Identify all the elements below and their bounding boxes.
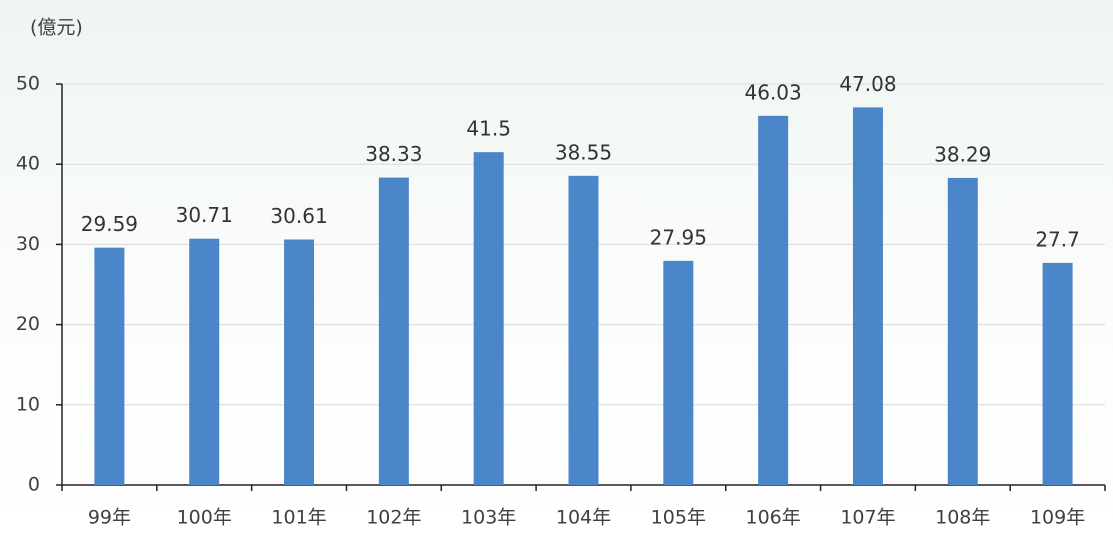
value-label: 29.59: [81, 212, 138, 236]
value-label: 47.08: [839, 72, 896, 96]
x-tick-label: 103年: [461, 507, 516, 529]
y-tick-label: 50: [16, 73, 40, 95]
y-tick-label: 0: [28, 474, 40, 496]
value-label: 27.7: [1035, 227, 1080, 251]
x-tick-label: 100年: [177, 507, 232, 529]
x-tick-label: 104年: [556, 507, 611, 529]
value-label: 30.61: [270, 204, 327, 228]
value-label: 27.95: [650, 225, 707, 249]
bar: [474, 152, 504, 485]
bar: [284, 240, 314, 485]
x-tick-label: 99年: [88, 507, 131, 529]
y-tick-label: 40: [16, 153, 40, 175]
bar: [948, 178, 978, 485]
y-tick-label: 20: [16, 313, 40, 335]
x-tick-label: 102年: [366, 507, 421, 529]
value-label: 46.03: [745, 80, 802, 104]
background: [0, 0, 1113, 540]
bar: [1043, 263, 1073, 485]
value-label: 38.29: [934, 142, 991, 166]
value-label: 41.5: [466, 117, 511, 141]
chart: (億元) 0 10 20 30 40 50 99年 29.59 100年 30.71 101年 30.…: [0, 0, 1113, 540]
x-tick-label: 107年: [840, 507, 895, 529]
bar: [758, 116, 788, 485]
value-label: 38.55: [555, 140, 612, 164]
y-axis-label: (億元): [30, 17, 83, 39]
y-tick-label: 10: [16, 393, 40, 415]
bar: [853, 107, 883, 485]
bar: [189, 239, 219, 485]
bar: [663, 261, 693, 485]
x-tick-label: 106年: [746, 507, 801, 529]
x-tick-label: 105年: [651, 507, 706, 529]
x-tick-label: 101年: [271, 507, 326, 529]
page: {"chart_data": {"type": "bar", "y_label"…: [0, 0, 1113, 540]
bar: [94, 248, 124, 485]
bar: [569, 176, 599, 485]
x-tick-label: 108年: [935, 507, 990, 529]
y-tick-label: 30: [16, 233, 40, 255]
value-label: 38.33: [365, 142, 422, 166]
value-label: 30.71: [176, 203, 233, 227]
bar: [379, 178, 409, 485]
x-tick-label: 109年: [1030, 507, 1085, 529]
